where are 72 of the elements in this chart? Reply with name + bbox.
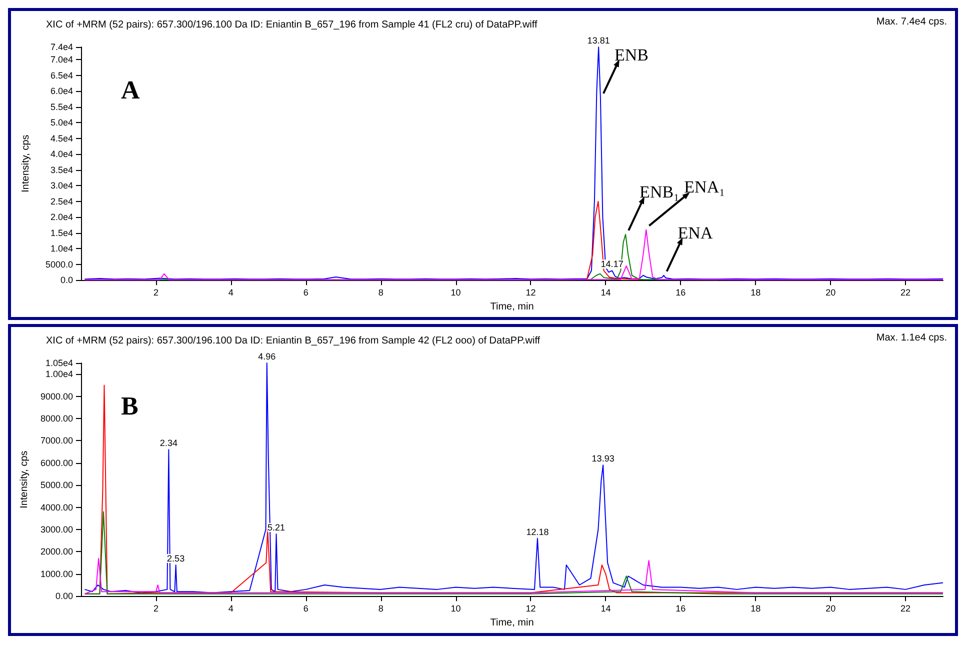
y-tick-label: 7.4e4 <box>50 42 73 52</box>
annotation: 2.53 <box>167 554 185 564</box>
y-tick-label: 2000.00 <box>40 546 73 557</box>
annotation: 12.18 <box>526 526 549 537</box>
x-tick-label: 4 <box>228 604 234 614</box>
x-tick-label: 18 <box>750 604 761 614</box>
x-tick-label: 2 <box>153 288 158 298</box>
y-tick-label: 0.0 <box>60 275 73 286</box>
text: Max. 1.1e4 cps. <box>876 332 948 344</box>
chart-title: XIC of +MRM (52 pairs): 657.300/196.100 Da ID: Eniantin B_657_196 from Sample 42 (FL2 ooo) of DataPP.wiff <box>46 336 540 346</box>
x-tick-label: 10 <box>450 288 461 298</box>
x-tick-label: 22 <box>900 604 911 614</box>
x-tick-label: 20 <box>826 604 836 614</box>
y-tick-label: 2.5e4 <box>50 196 73 206</box>
y-tick-label: 5000.0 <box>45 259 73 270</box>
y-tick-label: 4000.00 <box>40 502 73 512</box>
x-tick-label: 12 <box>526 288 536 298</box>
annotation: 5.21 <box>267 522 286 532</box>
y-tick-label: 3.0e4 <box>50 180 73 191</box>
annotation: ENB₁ <box>640 182 680 202</box>
x-tick-label: 16 <box>676 288 686 298</box>
annotation: A <box>121 76 140 104</box>
annotation: ENA₁ <box>684 178 726 197</box>
y-tick-label: 0.00 <box>55 591 73 602</box>
x-tick-label: 22 <box>900 288 911 298</box>
y-tick-label: 6.0e4 <box>50 86 73 96</box>
y-tick-label: 4.0e4 <box>50 149 73 160</box>
y-tick-label: 6000.00 <box>40 458 73 468</box>
x-tick-label: 10 <box>450 604 461 614</box>
annotation: B <box>121 392 138 420</box>
annotation: ENB <box>614 45 648 64</box>
x-tick-label: 8 <box>378 604 384 614</box>
annotation: 13.81 <box>587 36 610 46</box>
y-tick-label: 1000.00 <box>40 568 73 579</box>
y-tick-label: 1.05e4 <box>45 358 73 368</box>
x-tick-label: 14 <box>600 604 611 614</box>
y-tick-label: 7.0e4 <box>50 54 73 65</box>
y-tick-label: 7000.00 <box>40 436 73 446</box>
annotation: 13.93 <box>592 454 614 464</box>
annotation: 2.34 <box>160 438 178 448</box>
y-tick-label: 5.5e4 <box>50 102 73 112</box>
y-tick-label: 6.5e4 <box>50 70 73 80</box>
x-tick-label: 6 <box>303 604 308 614</box>
chart-title: XIC of +MRM (52 pairs): 657.300/196.100 Da ID: Eniantin B_657_196 from Sample 41 (FL2 cru) of DataPP.wiff <box>46 20 538 30</box>
y-tick-label: 8000.00 <box>40 414 73 424</box>
x-tick-label: 2 <box>153 604 158 614</box>
y-axis-title: Intensity, cps <box>20 134 32 192</box>
y-tick-label: 5.0e4 <box>50 118 73 128</box>
annotation: ENA <box>678 223 714 242</box>
x-tick-label: 4 <box>228 288 234 298</box>
text: Max. 7.4e4 cps. <box>876 16 948 28</box>
y-tick-label: 4.5e4 <box>50 133 73 144</box>
x-tick-label: 6 <box>303 288 308 298</box>
y-axis-title: Intensity, cps <box>19 450 30 508</box>
y-tick-label: 2.0e4 <box>50 212 73 222</box>
x-tick-label: 20 <box>826 288 836 298</box>
y-tick-label: 1.0e4 <box>50 244 73 254</box>
x-tick-label: 16 <box>676 604 686 614</box>
x-tick-label: 8 <box>378 288 384 298</box>
x-tick-label: 12 <box>526 604 536 614</box>
y-tick-label: 9000.00 <box>40 391 73 402</box>
x-tick-label: 18 <box>750 288 761 298</box>
x-axis-title: Time, min <box>490 618 534 628</box>
x-axis-title: Time, min <box>490 302 534 312</box>
y-tick-label: 5000.00 <box>40 480 73 490</box>
annotation: 4.96 <box>258 352 276 362</box>
y-tick-label: 1.00e4 <box>45 369 73 380</box>
y-tick-label: 3000.00 <box>40 524 73 534</box>
x-tick-label: 14 <box>600 288 611 298</box>
annotation: 14.17 <box>600 259 624 270</box>
y-tick-label: 3.5e4 <box>50 164 73 175</box>
y-tick-label: 1.5e4 <box>50 228 73 238</box>
